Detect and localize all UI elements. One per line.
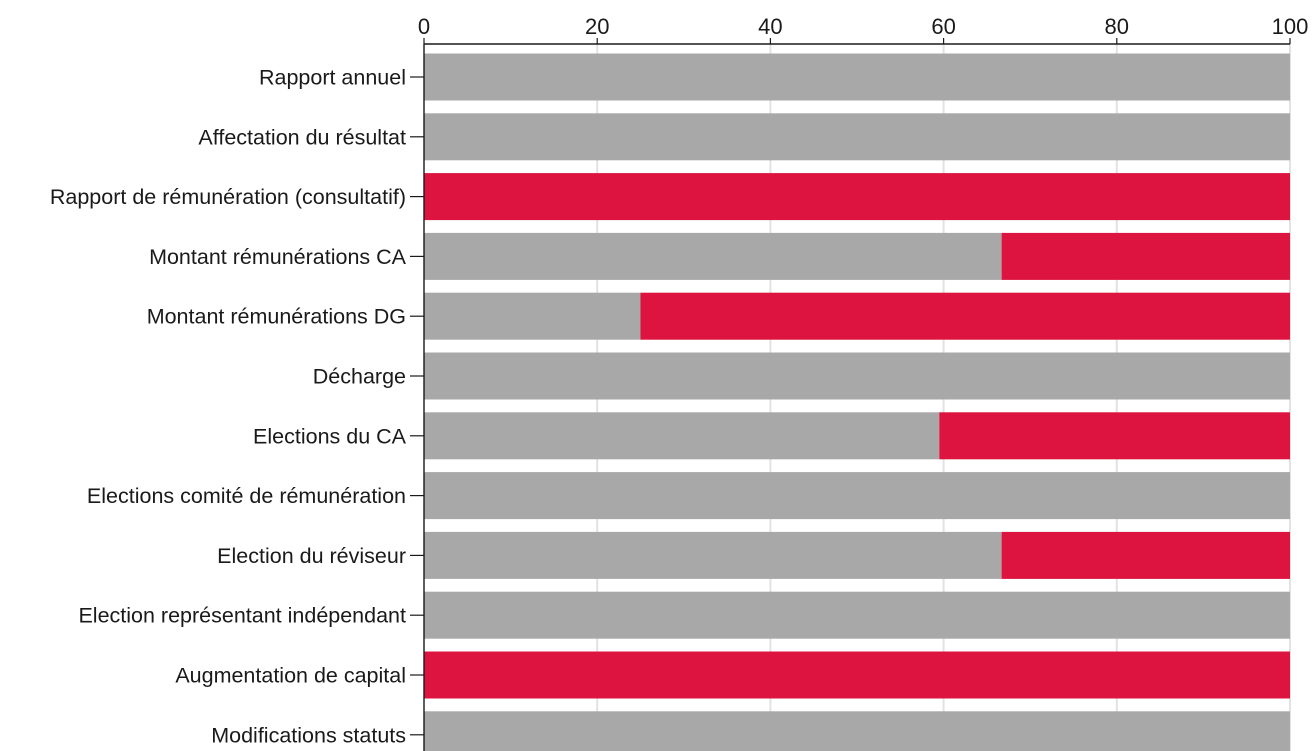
category-label: Election représentant indépendant xyxy=(78,604,406,628)
category-label: Modifications statuts xyxy=(211,723,406,747)
category-label: Elections du CA xyxy=(253,424,407,448)
category-label: Montant rémunérations DG xyxy=(147,305,406,329)
bar-segment xyxy=(424,352,1290,400)
x-tick-label: 40 xyxy=(758,14,782,39)
x-tick-label: 20 xyxy=(585,14,609,39)
bar-segment xyxy=(424,711,1290,751)
category-label: Elections comité de rémunération xyxy=(87,484,406,508)
category-label: Augmentation de capital xyxy=(175,664,406,688)
category-label: Montant rémunérations CA xyxy=(149,245,407,269)
bar-segment xyxy=(424,531,1002,579)
bar-segment xyxy=(424,651,1290,699)
bar-segment xyxy=(424,53,1290,101)
x-tick-label: 0 xyxy=(418,14,430,39)
bar-segment xyxy=(424,292,641,340)
bar-segment xyxy=(939,412,1290,460)
category-labels: Rapport annuel Affectation du résultat Rap… xyxy=(50,66,424,747)
x-tick-label: 60 xyxy=(931,14,955,39)
bar-segment xyxy=(424,113,1290,161)
bar-segment xyxy=(424,232,1002,280)
bar-segment xyxy=(424,472,1290,520)
category-label: Election du réviseur xyxy=(217,544,406,568)
category-label: Affectation du résultat xyxy=(198,125,406,149)
bar-segment xyxy=(1001,531,1290,579)
category-label: Décharge xyxy=(313,365,406,389)
bar-segment xyxy=(1001,232,1290,280)
x-tick-label: 80 xyxy=(1105,14,1129,39)
bar-segment xyxy=(424,412,940,460)
category-label: Rapport annuel xyxy=(259,66,406,90)
bar-segment xyxy=(424,591,1290,639)
category-label: Rapport de rémunération (consultatif) xyxy=(50,185,406,209)
x-axis-ticks: 0 20 40 60 80 100 xyxy=(418,14,1308,44)
bar-segment xyxy=(424,173,1290,221)
bar-segment xyxy=(640,292,1290,340)
x-tick-label: 100 xyxy=(1272,14,1309,39)
bars xyxy=(424,53,1290,751)
